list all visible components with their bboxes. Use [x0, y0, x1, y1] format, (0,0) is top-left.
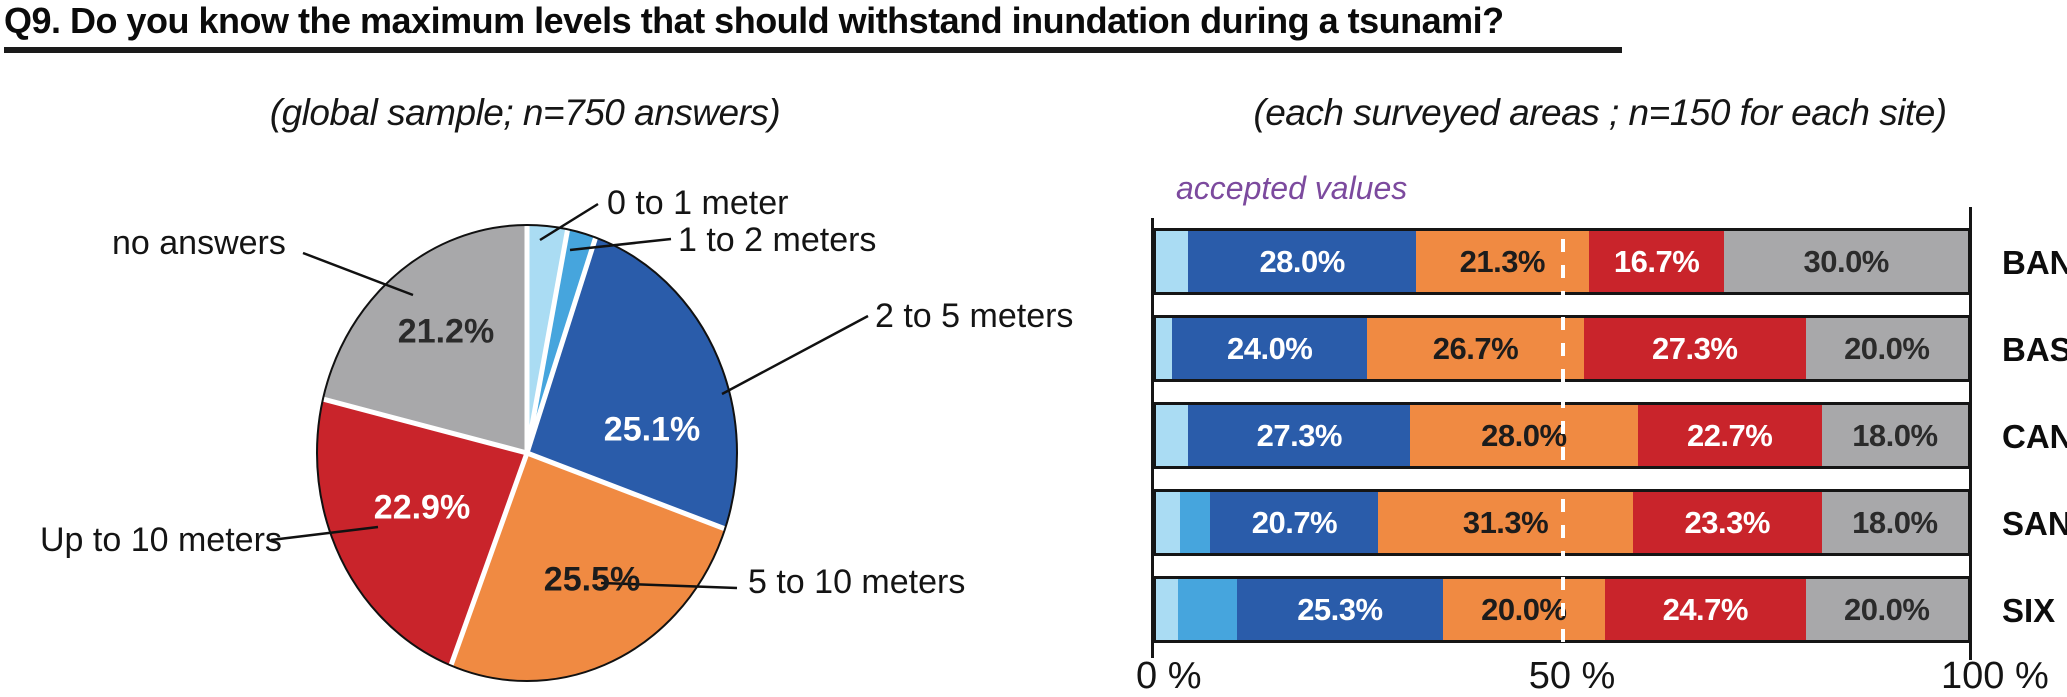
- bar-segment-value: 27.3%: [1256, 417, 1343, 453]
- bar-segment-up-to-10-meters: 27.3%: [1583, 318, 1806, 379]
- bar-segment-value: 18.0%: [1852, 504, 1938, 540]
- bar-segment-up-to-10-meters: 16.7%: [1588, 231, 1725, 292]
- pie-slice-2-to-5-meters: [527, 237, 737, 529]
- pie-slice-separator: [524, 228, 571, 454]
- bar-segment-2-to-5-meters: 28.0%: [1188, 231, 1416, 292]
- bar-segment-2-to-5-meters: 20.7%: [1210, 492, 1379, 553]
- bar-segment-5-to-10-meters: 26.7%: [1367, 318, 1584, 379]
- site-label-bas: BAS: [2002, 331, 2067, 368]
- bar-segment-0-to-1-meter: [1156, 318, 1173, 379]
- bar-axis-0pct-line: [1151, 218, 1154, 658]
- bar-segment-value: 22.7%: [1686, 417, 1773, 453]
- x-tick-0: 0 %: [1136, 655, 1202, 697]
- bar-segment-5-to-10-meters: 28.0%: [1410, 405, 1638, 466]
- pie-subtitle: (global sample; n=750 answers): [269, 92, 781, 133]
- pie-pct-5-to-10-meters: 25.5%: [543, 560, 641, 599]
- bar-segment-no-answers: 20.0%: [1805, 579, 1968, 640]
- site-label-san: SAN: [2002, 505, 2067, 542]
- bar-segment-value: 28.0%: [1259, 243, 1345, 279]
- bar-segment-up-to-10-meters: 24.7%: [1605, 579, 1806, 640]
- pie-slice-no-answers: [322, 225, 527, 453]
- bar-segment-value: 31.3%: [1462, 504, 1549, 540]
- bar-segment-value: 30.0%: [1803, 243, 1889, 279]
- bar-segment-2-to-5-meters: 27.3%: [1188, 405, 1411, 466]
- bar-segment-value: 27.3%: [1652, 330, 1738, 366]
- bar-segment-up-to-10-meters: 22.7%: [1637, 405, 1822, 466]
- pie-label-up-to-10-meters: Up to 10 meters: [40, 521, 282, 559]
- x-tick-100: 100 %: [1941, 655, 2049, 697]
- pie-leader-line: [569, 237, 672, 252]
- bar-segment-value: 18.0%: [1852, 417, 1938, 453]
- bar-segment-value: 25.3%: [1297, 591, 1383, 627]
- reference-line-50pct: [1561, 213, 1565, 650]
- site-label-can: CAN: [2002, 418, 2067, 455]
- pie-slice-5-to-10-meters: [450, 453, 726, 681]
- pie-pct-2-to-5-meters: 25.1%: [603, 410, 701, 449]
- bar-segment-5-to-10-meters: 20.0%: [1442, 579, 1605, 640]
- bar-segment-0-to-1-meter: [1156, 579, 1178, 640]
- pie-label-0-to-1-meter: 0 to 1 meter: [607, 184, 789, 222]
- bar-segment-value: 16.7%: [1613, 243, 1700, 279]
- bar-segment-value: 20.0%: [1844, 330, 1930, 366]
- pie-label-2-to-5-meters: 2 to 5 meters: [875, 297, 1074, 335]
- bar-segment-5-to-10-meters: 21.3%: [1415, 231, 1589, 292]
- bar-segment-1-to-2-meters: [1180, 492, 1211, 553]
- bar-segment-up-to-10-meters: 23.3%: [1632, 492, 1822, 553]
- x-tick-50: 50 %: [1528, 655, 1616, 697]
- bar-segment-value: 26.7%: [1432, 330, 1519, 366]
- figure-title: Q9. Do you know the maximum levels that …: [4, 0, 1622, 53]
- bar-segment-value: 20.0%: [1481, 591, 1567, 627]
- bar-segment-2-to-5-meters: 24.0%: [1172, 318, 1368, 379]
- bar-segment-no-answers: 18.0%: [1821, 492, 1968, 553]
- bar-segment-no-answers: 18.0%: [1821, 405, 1968, 466]
- bar-segment-1-to-2-meters: [1177, 579, 1238, 640]
- bar-segment-no-answers: 20.0%: [1805, 318, 1968, 379]
- site-label-ban: BAN: [2002, 244, 2067, 281]
- pie-slice-separator: [524, 236, 599, 454]
- bar-subtitle: (each surveyed areas ; n=150 for each si…: [1253, 92, 1947, 133]
- pie-slice-separator: [448, 452, 530, 667]
- bar-segment-value: 20.0%: [1844, 591, 1930, 627]
- bar-segment-5-to-10-meters: 31.3%: [1378, 492, 1633, 553]
- bar-segment-value: 23.3%: [1684, 504, 1771, 540]
- pie-pct-up-to-10-meters: 22.9%: [373, 488, 471, 527]
- pie-leader-line: [302, 251, 414, 297]
- bar-segment-0-to-1-meter: [1156, 492, 1181, 553]
- bar-segment-value: 24.7%: [1662, 591, 1749, 627]
- bar-segment-0-to-1-meter: [1156, 231, 1189, 292]
- bar-segment-no-answers: 30.0%: [1724, 231, 1968, 292]
- accepted-values-label: accepted values: [1176, 170, 1408, 206]
- bar-segment-value: 28.0%: [1481, 417, 1567, 453]
- pie-label-5-to-10-meters: 5 to 10 meters: [748, 563, 966, 601]
- pie-leader-line: [270, 525, 379, 542]
- pie-pct-no-answers: 21.2%: [397, 312, 495, 351]
- bar-segment-value: 24.0%: [1226, 330, 1313, 366]
- pie-outline: [316, 224, 738, 682]
- pie-label-1-to-2-meters: 1 to 2 meters: [678, 221, 877, 259]
- pie-label-no-answers: no answers: [112, 224, 286, 262]
- pie-slice-separator: [526, 450, 726, 532]
- pie-leader-line: [721, 314, 869, 396]
- bar-segment-value: 20.7%: [1251, 504, 1338, 540]
- pie-slice-separator: [322, 396, 528, 456]
- pie-leader-line: [539, 202, 599, 242]
- bar-segment-value: 21.3%: [1459, 243, 1546, 279]
- bar-segment-0-to-1-meter: [1156, 405, 1189, 466]
- bar-segment-2-to-5-meters: 25.3%: [1237, 579, 1443, 640]
- site-label-six: SIX: [2002, 592, 2056, 629]
- pie-leader-line: [600, 581, 738, 590]
